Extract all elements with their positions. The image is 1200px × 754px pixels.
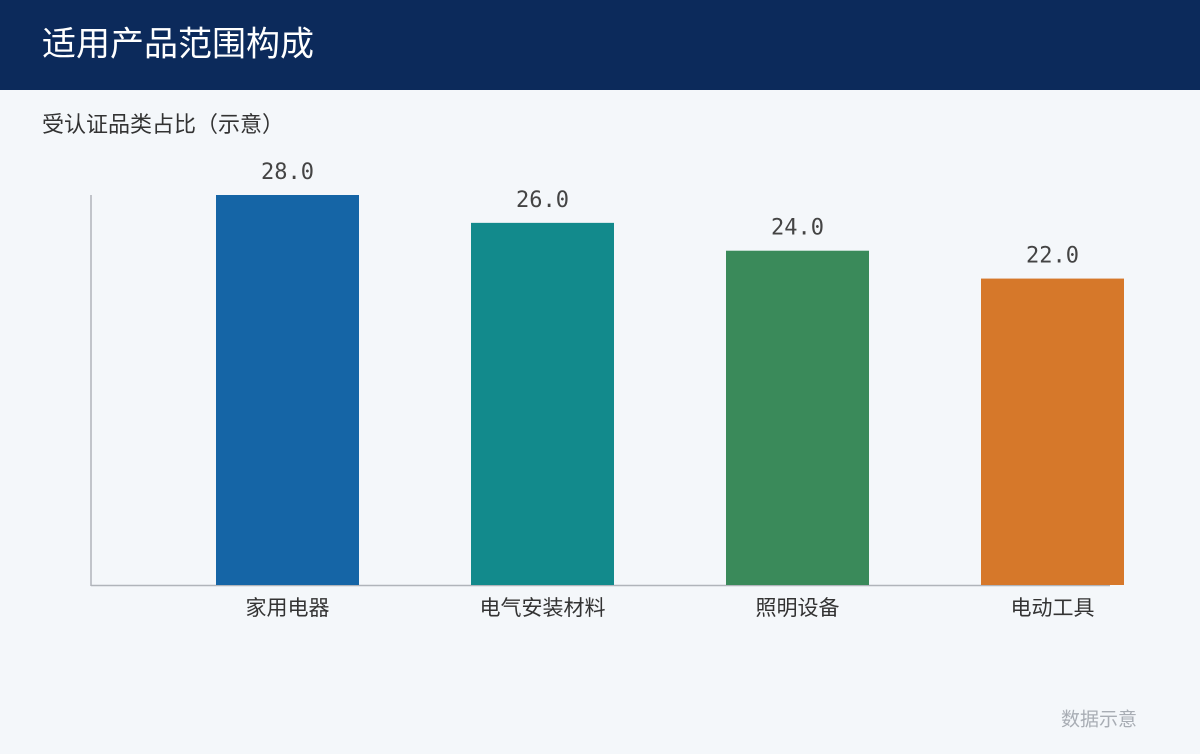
x-tick-label: 电气安装材料	[480, 596, 606, 620]
value-label: 24.0	[771, 216, 824, 241]
bar	[216, 195, 359, 585]
chart-title: 适用产品范围构成	[42, 25, 314, 65]
bar	[726, 250, 869, 585]
header-bar	[0, 0, 1200, 90]
value-label: 22.0	[1026, 244, 1079, 269]
chart-subtitle: 受认证品类占比（示意）	[42, 113, 284, 138]
bar	[471, 222, 614, 585]
value-label: 26.0	[516, 188, 569, 213]
value-label: 28.0	[261, 160, 314, 185]
x-tick-label: 电动工具	[1011, 596, 1095, 620]
footnote: 数据示意	[1061, 709, 1137, 731]
x-tick-label: 家用电器	[246, 596, 330, 620]
bar	[981, 278, 1124, 585]
x-tick-label: 照明设备	[756, 596, 840, 620]
